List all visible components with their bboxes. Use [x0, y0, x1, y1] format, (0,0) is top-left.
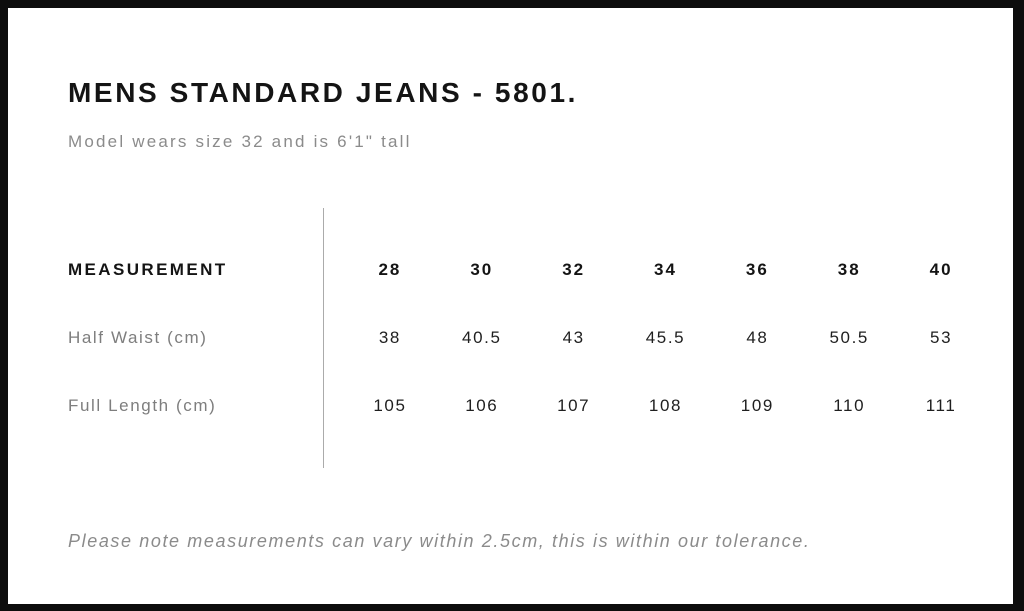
value-cell: 108	[648, 396, 683, 415]
product-title: MENS STANDARD JEANS - 5801.	[68, 77, 578, 108]
value-cell: 109	[740, 396, 774, 415]
size-header-cell: 32	[562, 260, 586, 279]
value-cell: 106	[465, 396, 499, 415]
size-header-cell: 34	[654, 260, 677, 279]
size-header-cell: 40	[929, 260, 953, 279]
header: MENS STANDARD JEANS - 5801. Model wears …	[8, 8, 1013, 153]
size-header-cell: 36	[745, 260, 769, 279]
value-cell: 38	[378, 328, 401, 347]
table-row-full-length: Full Length (cm) 105 106 107 108 109 110…	[8, 372, 1013, 440]
row-value-cells: 38 40.5 43 45.5 48 50.5 53	[323, 328, 1013, 348]
model-size-note: Model wears size 32 and is 6'1" tall	[68, 132, 412, 151]
table-header-row: MEASUREMENT 28 30 32 34 36 38 40	[8, 236, 1013, 304]
size-header-cell: 38	[837, 260, 861, 279]
vertical-divider	[323, 208, 324, 468]
table-row-half-waist: Half Waist (cm) 38 40.5 43 45.5 48 50.5 …	[8, 304, 1013, 372]
value-cell: 45.5	[645, 328, 686, 347]
value-cell: 110	[833, 396, 866, 415]
tolerance-note: Please note measurements can vary within…	[68, 531, 811, 551]
size-chart-table: MEASUREMENT 28 30 32 34 36 38 40 Half Wa…	[8, 208, 1013, 468]
size-header-cells: 28 30 32 34 36 38 40	[323, 260, 1013, 280]
row-value-cells: 105 106 107 108 109 110 111	[323, 396, 1013, 416]
row-label: Full Length (cm)	[68, 396, 217, 415]
value-cell: 43	[562, 328, 585, 347]
value-cell: 105	[373, 396, 407, 415]
value-cell: 48	[746, 328, 769, 347]
value-cell: 111	[925, 396, 957, 415]
value-cell: 40.5	[462, 328, 502, 347]
size-header-cell: 30	[470, 260, 494, 279]
value-cell: 107	[557, 396, 591, 415]
value-cell: 53	[930, 328, 953, 347]
row-label: Half Waist (cm)	[68, 328, 208, 347]
value-cell: 50.5	[829, 328, 869, 347]
measurement-column-header: MEASUREMENT	[68, 260, 228, 279]
size-header-cell: 28	[378, 260, 402, 279]
